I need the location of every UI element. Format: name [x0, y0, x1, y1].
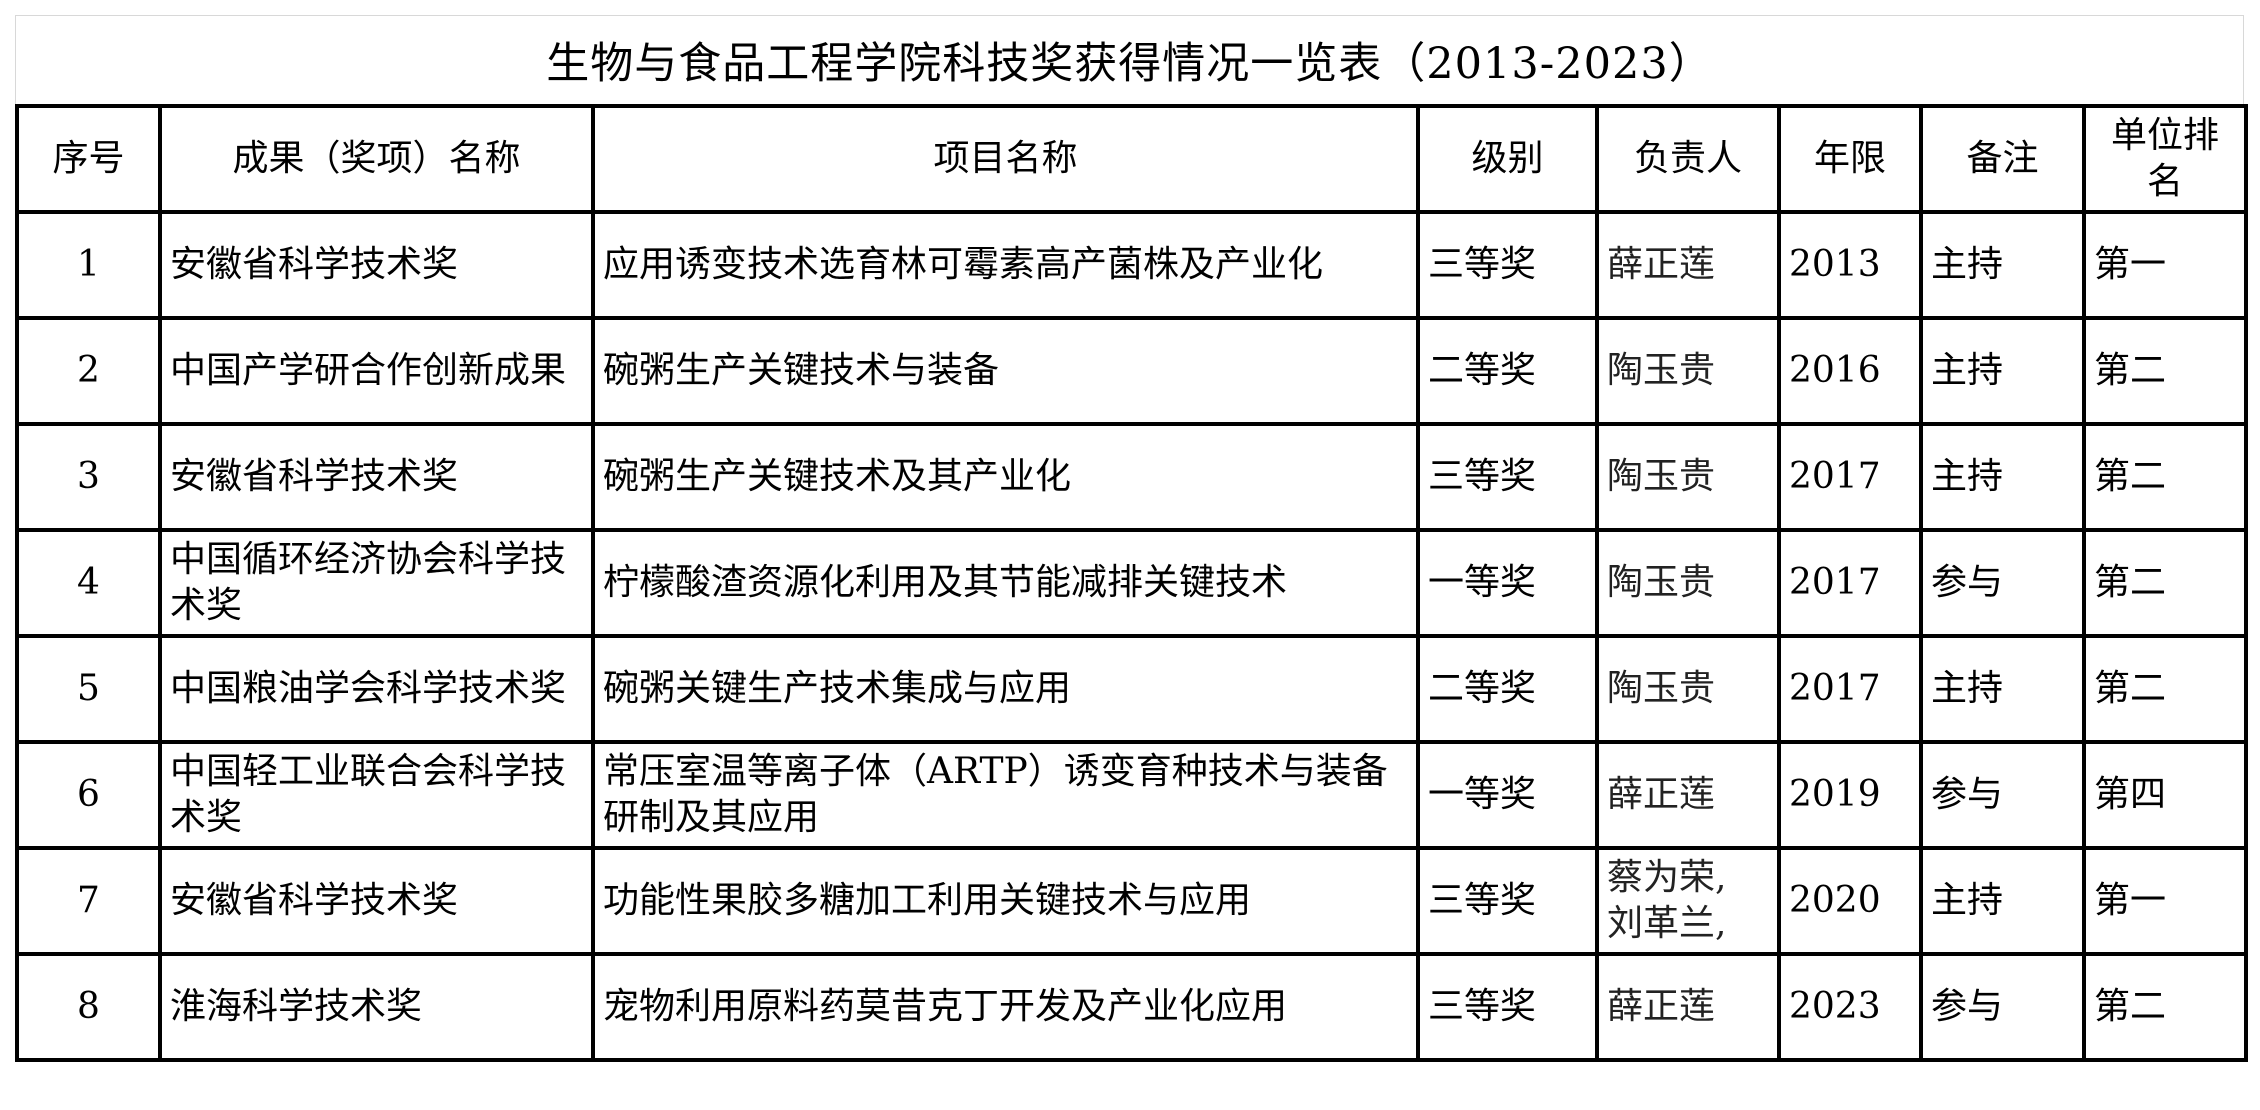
header-person: 负责人	[1595, 104, 1781, 214]
cell-project: 碗粥关键生产技术集成与应用	[591, 634, 1420, 744]
header-level: 级别	[1416, 104, 1599, 214]
cell-project: 柠檬酸渣资源化利用及其节能减排关键技术	[591, 528, 1420, 638]
cell-project: 碗粥生产关键技术与装备	[591, 316, 1420, 426]
cell-person: 陶玉贵	[1595, 634, 1781, 744]
cell-person: 薛正莲	[1595, 210, 1781, 320]
cell-year: 2017	[1777, 528, 1923, 638]
cell-award: 淮海科学技术奖	[158, 952, 595, 1062]
cell-no: 5	[15, 634, 162, 744]
cell-rank: 第二	[2082, 422, 2248, 532]
cell-level: 二等奖	[1416, 316, 1599, 426]
table-row: 8 淮海科学技术奖 宠物利用原料药莫昔克丁开发及产业化应用 三等奖 薛正莲 2023 参与第…	[15, 952, 2248, 1062]
cell-no: 6	[15, 740, 162, 850]
cell-award: 安徽省科学技术奖	[158, 210, 595, 320]
cell-level: 三等奖	[1416, 210, 1599, 320]
cell-project: 应用诱变技术选育林可霉素高产菌株及产业化	[591, 210, 1420, 320]
cell-level: 三等奖	[1416, 422, 1599, 532]
cell-note: 主持	[1919, 316, 2086, 426]
cell-note: 主持	[1919, 422, 2086, 532]
cell-level: 二等奖	[1416, 634, 1599, 744]
cell-person: 薛正莲	[1595, 740, 1781, 850]
cell-note: 主持	[1919, 634, 2086, 744]
header-project: 项目名称	[591, 104, 1420, 214]
cell-level: 一等奖	[1416, 740, 1599, 850]
cell-year: 2019	[1777, 740, 1923, 850]
cell-award: 安徽省科学技术奖	[158, 846, 595, 956]
cell-no: 2	[15, 316, 162, 426]
cell-person: 陶玉贵	[1595, 528, 1781, 638]
cell-person: 陶玉贵	[1595, 316, 1781, 426]
cell-year: 2017	[1777, 422, 1923, 532]
cell-note: 主持	[1919, 210, 2086, 320]
cell-award: 中国产学研合作创新成果	[158, 316, 595, 426]
header-row: 序号 成果（奖项）名称 项目名称 级别 负责人 年限 备注 单位排名	[15, 104, 2248, 214]
cell-project: 宠物利用原料药莫昔克丁开发及产业化应用	[591, 952, 1420, 1062]
cell-level: 一等奖	[1416, 528, 1599, 638]
cell-project: 功能性果胶多糖加工利用关键技术与应用	[591, 846, 1420, 956]
header-year: 年限	[1777, 104, 1923, 214]
cell-person: 薛正莲	[1595, 952, 1781, 1062]
header-note: 备注	[1919, 104, 2086, 214]
cell-rank: 第一	[2082, 846, 2248, 956]
cell-note: 参与	[1919, 528, 2086, 638]
table-row: 5 中国粮油学会科学技术奖 碗粥关键生产技术集成与应用 二等奖 陶玉贵 2017 主持 第二	[15, 634, 2248, 744]
table-row: 2 中国产学研合作创新成果 碗粥生产关键技术与装备 二等奖 陶玉贵 2016 主持 第二	[15, 316, 2248, 426]
cell-award: 中国循环经济协会科学技术奖	[158, 528, 595, 638]
cell-note: 参与	[1919, 740, 2086, 850]
cell-rank: 第二	[2082, 634, 2248, 744]
table-row: 1 安徽省科学技术奖 应用诱变技术选育林可霉素高产菌株及产业化 三等奖 薛正莲 2013 主…	[15, 210, 2248, 320]
cell-year: 2023	[1777, 952, 1923, 1062]
cell-person: 蔡为荣, 刘革兰,	[1595, 846, 1781, 956]
award-sheet: 生物与食品工程学院科技奖获得情况一览表（2013-2023） 序号 成果（奖项）…	[15, 15, 2248, 1062]
table-row: 3 安徽省科学技术奖 碗粥生产关键技术及其产业化 三等奖 陶玉贵 2017 主持 第二	[15, 422, 2248, 532]
header-award: 成果（奖项）名称	[158, 104, 595, 214]
header-rank: 单位排名	[2082, 104, 2248, 214]
cell-no: 4	[15, 528, 162, 638]
cell-rank: 第四	[2082, 740, 2248, 850]
cell-no: 7	[15, 846, 162, 956]
cell-year: 2017	[1777, 634, 1923, 744]
cell-person: 陶玉贵	[1595, 422, 1781, 532]
cell-year: 2013	[1777, 210, 1923, 320]
cell-no: 8	[15, 952, 162, 1062]
cell-rank: 第二	[2082, 316, 2248, 426]
table-row: 4 中国循环经济协会科学技术奖 柠檬酸渣资源化利用及其节能减排关键技术 一等奖 陶玉贵 2…	[15, 528, 2248, 638]
cell-no: 3	[15, 422, 162, 532]
cell-award: 安徽省科学技术奖	[158, 422, 595, 532]
cell-no: 1	[15, 210, 162, 320]
cell-year: 2020	[1777, 846, 1923, 956]
header-no: 序号	[15, 104, 162, 214]
cell-note: 主持	[1919, 846, 2086, 956]
sheet-title: 生物与食品工程学院科技奖获得情况一览表（2013-2023）	[15, 15, 2244, 104]
cell-award: 中国粮油学会科学技术奖	[158, 634, 595, 744]
table-row: 7 安徽省科学技术奖 功能性果胶多糖加工利用关键技术与应用 三等奖 蔡为荣, 刘革兰, 2…	[15, 846, 2248, 956]
cell-rank: 第二	[2082, 528, 2248, 638]
cell-note: 参与	[1919, 952, 2086, 1062]
cell-rank: 第一	[2082, 210, 2248, 320]
cell-level: 三等奖	[1416, 952, 1599, 1062]
cell-award: 中国轻工业联合会科学技术奖	[158, 740, 595, 850]
table-row: 6 中国轻工业联合会科学技术奖 常压室温等离子体（ARTP）诱变育种技术与装备研制及…	[15, 740, 2248, 850]
awards-table: 序号 成果（奖项）名称 项目名称 级别 负责人 年限 备注 单位排名 1 安徽省科…	[15, 104, 2248, 1062]
cell-project: 碗粥生产关键技术及其产业化	[591, 422, 1420, 532]
cell-year: 2016	[1777, 316, 1923, 426]
cell-rank: 第二	[2082, 952, 2248, 1062]
cell-project: 常压室温等离子体（ARTP）诱变育种技术与装备研制及其应用	[591, 740, 1420, 850]
cell-level: 三等奖	[1416, 846, 1599, 956]
